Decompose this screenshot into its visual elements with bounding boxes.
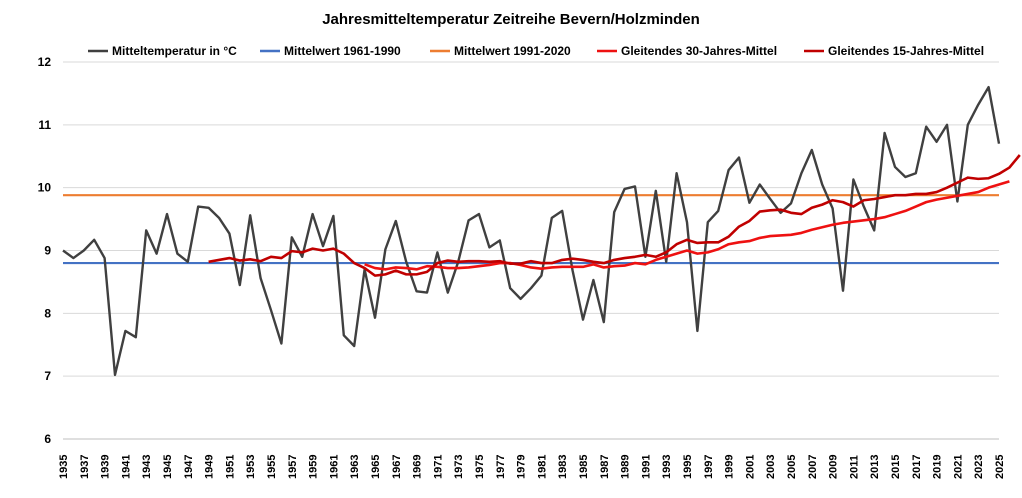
- x-tick-label: 1979: [516, 455, 528, 479]
- x-tick-label: 2001: [744, 455, 756, 479]
- x-tick-label: 2003: [765, 455, 777, 479]
- legend-entry-label: Gleitendes 15-Jahres-Mittel: [828, 44, 984, 58]
- y-tick-label: 11: [38, 118, 51, 132]
- x-tick-label: 1935: [58, 455, 70, 479]
- x-tick-label: 2023: [973, 455, 985, 479]
- x-tick-label: 1965: [370, 455, 382, 479]
- legend: Mitteltemperatur in °C Mittelwert 1961-19…: [88, 44, 984, 58]
- x-tick-label: 1983: [557, 455, 569, 479]
- x-tick-label: 1989: [620, 455, 632, 479]
- x-tick-label: 1977: [495, 455, 507, 479]
- x-tick-label: 1995: [682, 455, 694, 479]
- y-tick-label: 10: [38, 181, 52, 195]
- x-tick-label: 1939: [100, 455, 112, 479]
- x-tick-label: 1943: [141, 455, 153, 479]
- legend-entry-label: Mittelwert 1961-1990: [284, 44, 401, 58]
- x-tick-label: 1959: [308, 455, 320, 479]
- x-tick-label: 1945: [162, 455, 174, 479]
- y-tick-label: 12: [38, 55, 52, 69]
- reference-lines: [63, 194, 999, 265]
- y-tick-label: 7: [44, 369, 51, 383]
- x-tick-label: 1973: [453, 455, 465, 479]
- x-tick-label: 1953: [245, 455, 257, 479]
- y-tick-label: 9: [44, 244, 51, 258]
- x-tick-label: 1971: [432, 455, 444, 479]
- x-tick-label: 2013: [869, 455, 881, 479]
- x-tick-label: 1957: [287, 455, 299, 479]
- x-tick-label: 2011: [848, 455, 860, 479]
- x-tick-label: 1975: [474, 455, 486, 479]
- x-tick-label: 1997: [703, 455, 715, 479]
- x-tick-label: 1985: [578, 455, 590, 479]
- y-tick-label: 6: [44, 432, 51, 446]
- x-tick-label: 2007: [807, 455, 819, 479]
- x-tick-label: 1941: [120, 455, 132, 479]
- x-tick-label: 1999: [724, 455, 736, 479]
- y-tick-label: 8: [44, 306, 51, 320]
- x-tick-label: 1981: [536, 455, 548, 479]
- x-tick-label: 1987: [599, 455, 611, 479]
- x-tick-label: 2015: [890, 455, 902, 479]
- legend-entry-label: Mitteltemperatur in °C: [112, 44, 237, 58]
- data-series: [62, 85, 1021, 377]
- moving-average-30y-line: [364, 180, 1010, 271]
- x-tick-label: 2017: [911, 455, 923, 479]
- x-tick-label: 1955: [266, 455, 278, 479]
- legend-entry-label: Gleitendes 30-Jahres-Mittel: [621, 44, 777, 58]
- annual-temperature-line: [62, 85, 1001, 377]
- x-tick-label: 1961: [328, 455, 340, 479]
- chart-title: Jahresmitteltemperatur Zeitreihe Bevern/…: [322, 11, 700, 28]
- moving-average-15y-line: [208, 154, 1021, 277]
- axes: 6 7 8 9 10 11 12 1935 1937 1939 1941 1943 1945 1947 19…: [38, 55, 1006, 479]
- x-tick-label: 2025: [994, 455, 1006, 479]
- x-tick-label: 1949: [204, 455, 216, 479]
- x-tick-label: 2005: [786, 455, 798, 479]
- x-tick-label: 1967: [391, 455, 403, 479]
- x-tick-label: 1991: [640, 455, 652, 479]
- x-tick-label: 2021: [952, 455, 964, 479]
- x-tick-label: 1947: [183, 455, 195, 479]
- x-tick-label: 1963: [349, 455, 361, 479]
- x-tick-label: 1993: [661, 455, 673, 479]
- x-tick-label: 2009: [828, 455, 840, 479]
- x-tick-label: 1937: [79, 455, 91, 479]
- legend-entry-label: Mittelwert 1991-2020: [454, 44, 571, 58]
- x-tick-label: 2019: [932, 455, 944, 479]
- x-tick-label: 1951: [224, 455, 236, 479]
- x-tick-label: 1969: [412, 455, 424, 479]
